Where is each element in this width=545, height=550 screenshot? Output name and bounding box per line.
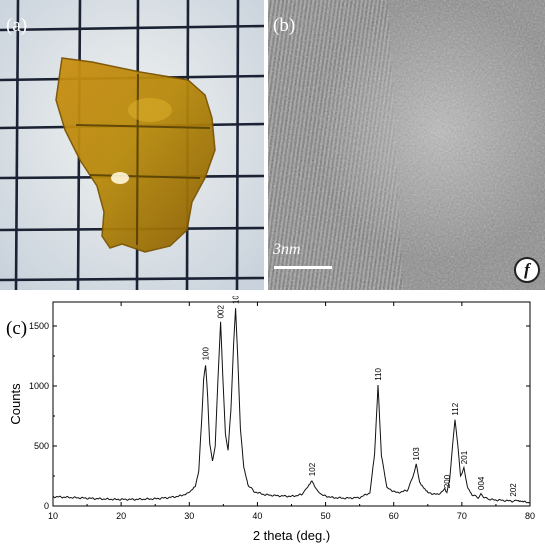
peak-label-103: 103 <box>412 447 421 461</box>
y-tick-label: 1000 <box>29 381 49 391</box>
x-tick-label: 40 <box>252 511 262 521</box>
peak-label-201: 201 <box>460 450 469 464</box>
xrd-plot: 10 20 30 40 50 60 70 80 0 500 1000 1500 2 theta (deg… <box>8 296 535 543</box>
peak-label-004: 004 <box>477 476 486 490</box>
scale-bar-label: 3nm <box>273 241 301 258</box>
xrd-series-line <box>52 308 531 504</box>
scale-bar <box>274 266 332 269</box>
panel-label-b: (b) <box>273 15 296 36</box>
peak-label-100: 100 <box>202 347 211 361</box>
peak-label-200: 200 <box>443 474 452 488</box>
panel-label-c: (c) <box>6 318 28 339</box>
peak-label-110: 110 <box>374 367 383 380</box>
y-tick-label: 500 <box>34 441 49 451</box>
x-tick-label: 20 <box>116 511 126 521</box>
peak-label-202: 202 <box>509 483 518 497</box>
peak-label-102: 102 <box>308 462 317 476</box>
panel-c-xrd-chart: 10 20 30 40 50 60 70 80 0 500 1000 1500 2 theta (deg… <box>0 296 545 550</box>
crystal-photo <box>0 0 264 290</box>
x-tick-label: 60 <box>389 511 399 521</box>
x-axis-label: 2 theta (deg.) <box>253 528 330 543</box>
crystal-shape <box>55 57 216 253</box>
peak-label-101: 101 <box>232 296 241 304</box>
journal-logo-icon: f <box>514 257 540 283</box>
y-tick-label: 1500 <box>29 321 49 331</box>
x-tick-label: 30 <box>184 511 194 521</box>
x-tick-label: 80 <box>525 511 535 521</box>
x-tick-label: 10 <box>48 511 58 521</box>
panel-label-a: (a) <box>6 15 28 36</box>
panel-b-tem-image: (b) 3nm f <box>268 0 545 290</box>
x-tick-label: 50 <box>321 511 331 521</box>
y-tick-label: 0 <box>44 501 49 511</box>
peak-label-002: 002 <box>217 305 226 319</box>
tem-image <box>268 0 545 290</box>
x-tick-label: 70 <box>457 511 467 521</box>
panel-a-photo: (a) <box>0 0 264 290</box>
y-axis-label: Counts <box>8 383 23 425</box>
peak-label-112: 112 <box>451 402 460 415</box>
